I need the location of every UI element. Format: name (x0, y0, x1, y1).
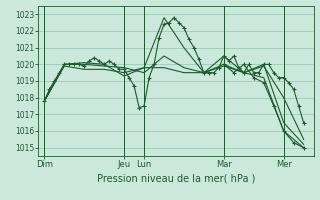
X-axis label: Pression niveau de la mer( hPa ): Pression niveau de la mer( hPa ) (97, 173, 255, 183)
